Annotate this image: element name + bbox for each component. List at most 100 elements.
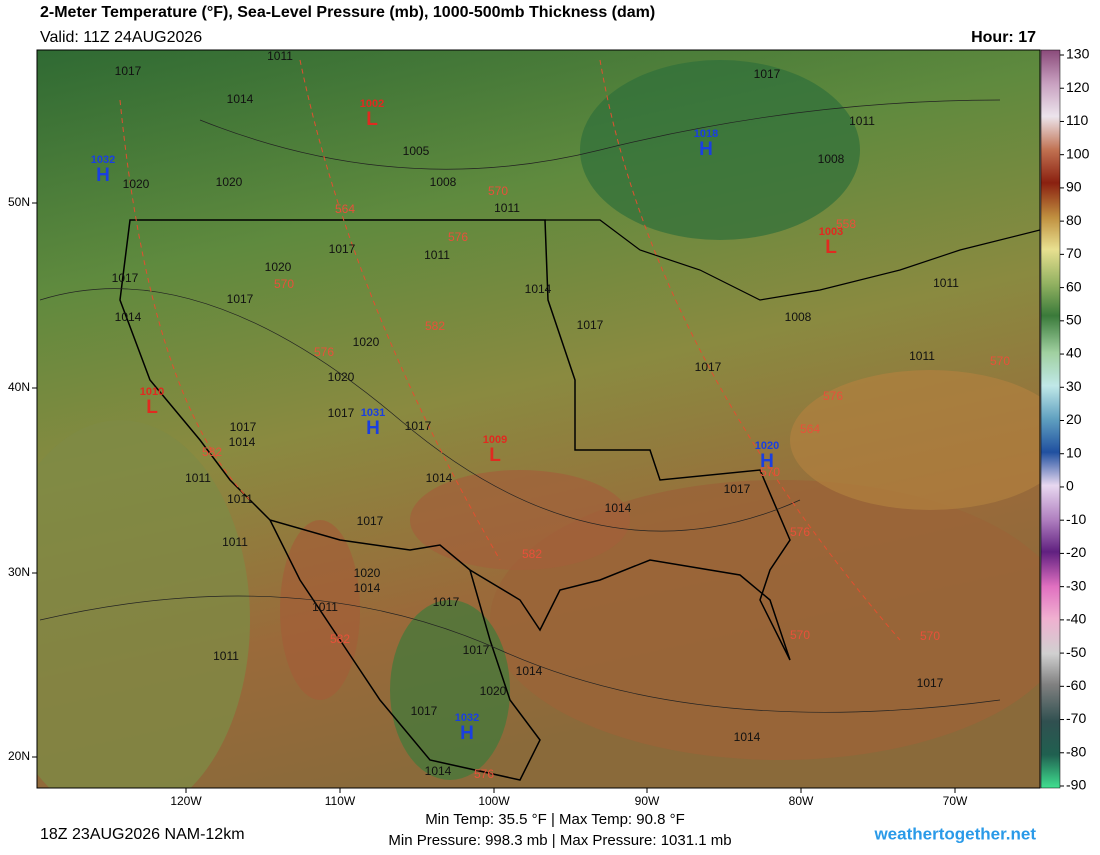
- colorbar-tick-label: 100: [1066, 145, 1090, 161]
- isobar-label: 1011: [933, 276, 959, 290]
- thickness-label: 576: [823, 389, 843, 403]
- lat-label: 30N: [8, 565, 30, 579]
- isobar-label: 1011: [849, 114, 875, 128]
- thickness-label: 564: [335, 202, 355, 216]
- isobar-label: 1011: [227, 492, 253, 506]
- colorbar-tick-label: 60: [1066, 278, 1082, 294]
- cool-region: [580, 60, 860, 240]
- map-frame: [36, 49, 1041, 789]
- isobar-label: 1008: [430, 175, 457, 189]
- isobar-label: 1020: [123, 177, 150, 191]
- isobar-label: 1014: [525, 282, 552, 296]
- isobar-label: 1017: [405, 419, 432, 433]
- lon-label: 90W: [635, 794, 660, 808]
- isobar-label: 1011: [909, 349, 935, 363]
- isobar-label: 1020: [265, 260, 292, 274]
- isobar-label: 1011: [312, 600, 338, 614]
- isobar-label: 1017: [328, 406, 355, 420]
- center-letter: H: [366, 418, 380, 439]
- thickness-line: [299, 59, 501, 561]
- center-value: 1003: [819, 226, 843, 238]
- mexico-outline: [269, 519, 541, 781]
- thickness-label: 564: [800, 422, 820, 436]
- isobar-label: 1017: [115, 64, 142, 78]
- center-letter: L: [489, 445, 501, 466]
- thickness-label: 576: [790, 525, 810, 539]
- isobar-label: 1020: [480, 684, 507, 698]
- isobar-label: 1014: [516, 664, 543, 678]
- warm-ocean: [490, 480, 1040, 760]
- isobar-label: 1020: [354, 566, 381, 580]
- lat-label: 40N: [8, 380, 30, 394]
- thickness-label: 570: [760, 465, 780, 479]
- colorbar-tick-label: -10: [1066, 511, 1086, 527]
- colorbar-tick-label: -70: [1066, 710, 1086, 726]
- isobar-label: 1017: [917, 676, 944, 690]
- valid-time: Valid: 11Z 24AUG2026: [40, 29, 202, 46]
- colorbar-tick-label: -20: [1066, 544, 1086, 560]
- colorbar-tick-label: -60: [1066, 677, 1086, 693]
- thickness-label: 582: [202, 445, 222, 459]
- colorbar-tick-label: -80: [1066, 743, 1086, 759]
- thickness-label: 570: [274, 277, 294, 291]
- colorbar-tick-label: 90: [1066, 179, 1082, 195]
- thickness-label: 576: [448, 230, 468, 244]
- isobar-label: 1017: [463, 643, 490, 657]
- isobar-label: 1017: [433, 595, 460, 609]
- center-letter: L: [366, 109, 378, 130]
- lat-label: 20N: [8, 749, 30, 763]
- isobar-label: 1014: [354, 581, 381, 595]
- center-value: 1002: [360, 98, 384, 110]
- temp-range: Min Temp: 35.5 °F | Max Temp: 90.8 °F: [425, 811, 685, 828]
- isobar-label: 1020: [353, 335, 380, 349]
- isobar-label: 1011: [213, 649, 239, 663]
- thickness-label: 576: [314, 345, 334, 359]
- colorbar-tick-label: 30: [1066, 378, 1082, 394]
- title: 2-Meter Temperature (°F), Sea-Level Pres…: [40, 4, 655, 21]
- thickness-label: 570: [488, 184, 508, 198]
- center-letter: H: [96, 165, 110, 186]
- colorbar-tick-label: 10: [1066, 444, 1082, 460]
- lon-label: 80W: [789, 794, 814, 808]
- map: 1032H1018H1031H1020H1032H1002L1003L1010L…: [37, 50, 1040, 788]
- thickness-label: 582: [330, 632, 350, 646]
- lon-label: 100W: [478, 794, 510, 808]
- isobar-label: 1011: [185, 471, 211, 485]
- cool-region: [390, 600, 510, 780]
- pacific: [37, 420, 250, 788]
- colorbar-tick-label: 20: [1066, 411, 1082, 427]
- colorbar-tick-label: 0: [1066, 478, 1074, 494]
- center-letter: L: [825, 237, 837, 258]
- isobar-label: 1011: [494, 201, 520, 215]
- isobar-label: 1017: [695, 360, 722, 374]
- thickness-label: 558: [836, 217, 856, 231]
- isobar-label: 1014: [426, 471, 453, 485]
- forecast-hour: Hour: 17: [971, 29, 1036, 46]
- center-letter: H: [699, 139, 713, 160]
- center-value: 1010: [140, 386, 164, 398]
- isobar-label: 1017: [577, 318, 604, 332]
- lat-label: 50N: [8, 195, 30, 209]
- center-value: 1032: [455, 712, 479, 724]
- thickness-line: [119, 99, 251, 501]
- center-letter: H: [760, 451, 774, 472]
- isobar: [39, 288, 801, 532]
- colorbar-tick-label: 110: [1066, 112, 1089, 128]
- axes: 1301201101009080706050403020100-10-20-30…: [8, 46, 1090, 808]
- center-value: 1032: [91, 154, 115, 166]
- isobar-label: 1008: [785, 310, 812, 324]
- isobar-label: 1014: [115, 310, 142, 324]
- isobar-label: 1011: [424, 248, 450, 262]
- colorbar-tick-label: 130: [1066, 46, 1090, 62]
- thickness-line: [599, 59, 901, 641]
- isobar-label: 1017: [230, 420, 257, 434]
- center-letter: H: [460, 723, 474, 744]
- colorbar-tick-label: 40: [1066, 345, 1082, 361]
- colorbar-tick-label: -40: [1066, 611, 1086, 627]
- center-value: 1009: [483, 434, 507, 446]
- colorbar-tick-label: 80: [1066, 212, 1082, 228]
- colorbar-tick-label: -50: [1066, 644, 1086, 660]
- thickness-label: 576: [474, 767, 494, 781]
- colorbar-tick-label: -90: [1066, 777, 1086, 793]
